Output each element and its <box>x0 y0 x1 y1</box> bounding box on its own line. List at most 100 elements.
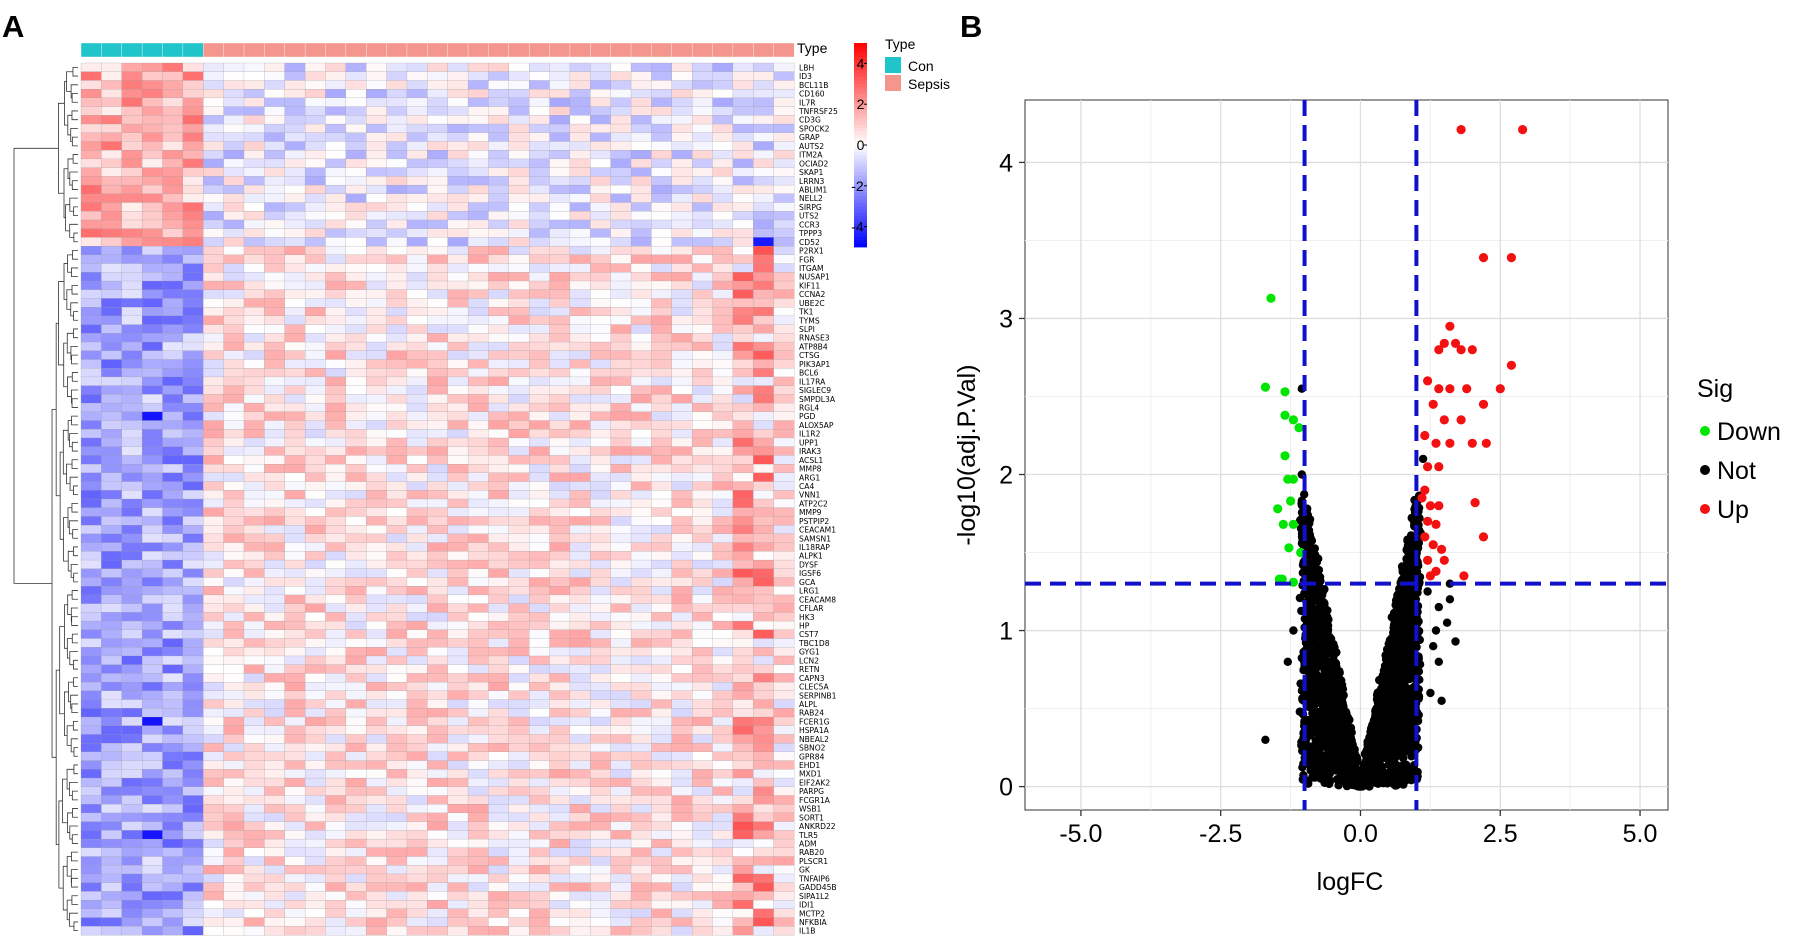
heatmap-cell <box>773 97 795 107</box>
heatmap-cell <box>304 472 326 482</box>
colorbar-step <box>854 66 867 71</box>
heatmap-cell <box>223 228 245 238</box>
heatmap-cell <box>447 795 469 805</box>
heatmap-cell <box>182 263 204 273</box>
heatmap-cell <box>610 743 632 753</box>
heatmap-cell <box>284 202 306 212</box>
heatmap-cell <box>732 525 754 535</box>
heatmap-cell <box>284 123 306 134</box>
heatmap-cell <box>345 341 367 352</box>
heatmap-cell <box>406 193 428 203</box>
heatmap-cell <box>406 289 428 299</box>
heatmap-cell <box>692 620 713 631</box>
heatmap-cell <box>203 708 224 718</box>
heatmap-cell <box>141 71 163 81</box>
heatmap-cell <box>366 123 387 134</box>
heatmap-cell <box>101 725 123 735</box>
heatmap-cell <box>325 420 347 430</box>
heatmap-cell <box>508 341 530 352</box>
heatmap-cell <box>366 184 387 195</box>
heatmap-cell <box>223 647 245 657</box>
colorbar-step <box>854 77 867 81</box>
heatmap-cell <box>529 80 550 90</box>
heatmap-cell <box>549 612 571 622</box>
heatmap-cell <box>345 272 367 282</box>
heatmap-cell <box>753 559 774 570</box>
heatmap-cell <box>366 141 387 151</box>
heatmap-cell <box>671 333 693 343</box>
heatmap-cell <box>304 795 326 805</box>
heatmap-cell <box>80 594 102 604</box>
heatmap-cell <box>712 586 734 596</box>
heatmap-cell <box>549 280 571 291</box>
heatmap-cell <box>386 594 408 604</box>
heatmap-cell <box>121 254 143 264</box>
heatmap-cell <box>447 716 469 727</box>
heatmap-cell <box>284 280 306 291</box>
heatmap-cell <box>753 420 774 430</box>
heatmap-cell <box>243 673 265 683</box>
heatmap-cell <box>243 333 265 343</box>
heatmap-cell <box>488 368 510 378</box>
heatmap-cell <box>264 150 286 160</box>
heatmap-cell <box>753 132 774 142</box>
heatmap-cell <box>80 769 102 779</box>
heatmap-cell <box>651 350 673 360</box>
heatmap-cell <box>203 123 224 134</box>
heatmap-cell <box>712 176 734 186</box>
heatmap-cell <box>80 254 102 264</box>
heatmap-cell <box>732 437 754 448</box>
heatmap-cell <box>610 97 632 107</box>
heatmap-cell <box>569 751 591 761</box>
heatmap-cell <box>80 437 102 448</box>
heatmap-cell <box>447 211 469 221</box>
gene-label: NUSAP1 <box>799 273 830 282</box>
dendrogram-branch <box>66 856 72 877</box>
heatmap-cell <box>630 568 652 578</box>
heatmap-cell <box>590 786 611 796</box>
heatmap-cell <box>304 106 326 116</box>
heatmap-cell <box>467 533 489 543</box>
heatmap-cell <box>304 437 326 448</box>
heatmap-cell <box>488 655 510 666</box>
heatmap-cell <box>304 123 326 134</box>
heatmap-cell <box>406 734 428 744</box>
heatmap-cell <box>467 847 489 857</box>
heatmap-cell <box>203 873 224 884</box>
heatmap-cell <box>325 899 347 910</box>
heatmap-cell <box>427 280 449 291</box>
heatmap-cell <box>284 899 306 910</box>
heatmap-cell <box>223 420 245 430</box>
heatmap-cell <box>773 690 795 700</box>
dendrogram-branch <box>70 738 78 753</box>
heatmap-cell <box>101 106 123 116</box>
heatmap-cell <box>712 463 734 474</box>
heatmap-cell <box>141 97 163 107</box>
heatmap-cell <box>549 333 571 343</box>
heatmap-cell <box>366 254 387 264</box>
heatmap-cell <box>467 795 489 805</box>
heatmap-cell <box>753 551 774 561</box>
heatmap-cell <box>549 908 571 918</box>
heatmap-cell <box>304 725 326 735</box>
annotation-cell <box>691 42 714 58</box>
heatmap-cell <box>345 629 367 639</box>
heatmap-cell <box>325 498 347 509</box>
heatmap-cell <box>366 385 387 395</box>
heatmap-cell <box>406 315 428 325</box>
heatmap-cell <box>732 315 754 325</box>
heatmap-cell <box>447 769 469 779</box>
heatmap-cell <box>223 612 245 622</box>
heatmap-cell <box>671 437 693 448</box>
heatmap-cell <box>651 795 673 805</box>
heatmap-cell <box>325 856 347 866</box>
heatmap-cell <box>773 193 795 203</box>
heatmap-cell <box>406 673 428 683</box>
heatmap-cell <box>529 882 550 892</box>
panel-b-label: B <box>960 9 982 44</box>
heatmap-cell <box>366 699 387 709</box>
heatmap-cell <box>386 873 408 884</box>
heatmap-cell <box>80 830 102 840</box>
heatmap-cell <box>508 856 530 866</box>
heatmap-cell <box>732 681 754 692</box>
